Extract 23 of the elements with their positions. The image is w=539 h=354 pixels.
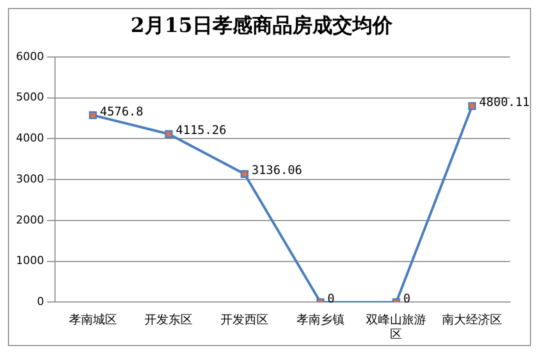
x-tick-label: 开发西区 [220, 312, 269, 327]
data-label: 0 [403, 291, 410, 306]
y-tick-label: 4000 [16, 132, 44, 145]
data-label: 4576.8 [100, 104, 144, 118]
y-tick-label: 5000 [16, 90, 44, 104]
y-tick-label: 0 [36, 295, 44, 308]
data-label: 4115.26 [176, 123, 226, 138]
y-tick-label: 1000 [16, 254, 44, 268]
point [468, 102, 476, 110]
x-tick-label: 孝南乡镇 [296, 312, 344, 327]
point [164, 130, 173, 138]
point [88, 111, 97, 120]
y-tick-label: 2000 [16, 213, 44, 226]
y-tick-label: 6000 [16, 50, 44, 63]
x-tick-label: 孝南城区 [68, 312, 117, 327]
point [240, 170, 249, 178]
x-tick-label: 南大经济区 [442, 312, 502, 327]
data-label: 3136.06 [252, 163, 302, 178]
y-tick-label: 3000 [16, 172, 44, 186]
chart-title: 2月15日孝感商品房成交均价 [130, 13, 394, 38]
x-tick-label: 双峰山旅游区 [366, 312, 426, 341]
x-tick-label: 开发东区 [144, 312, 193, 327]
data-label: 4800.11 [479, 95, 530, 110]
